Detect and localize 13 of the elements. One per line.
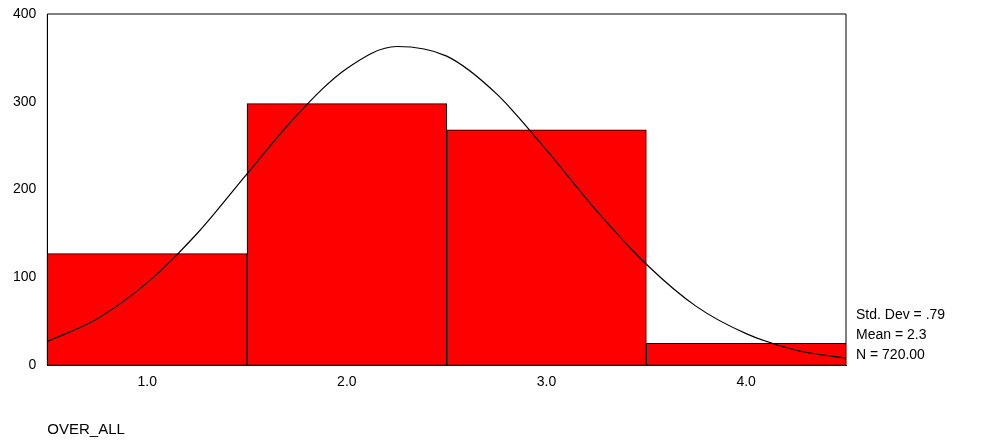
y-tick-label: 300: [13, 92, 37, 109]
text: Mean = 2.3: [856, 326, 927, 343]
x-tick-label: 3.0: [536, 373, 557, 390]
x-tick-label: 4.0: [736, 373, 757, 390]
y-tick-label: 0: [28, 356, 37, 373]
text: N = 720.00: [856, 346, 926, 363]
text: Std. Dev = .79: [856, 306, 946, 323]
y-tick-label: 400: [13, 4, 37, 21]
y-tick-label: 200: [13, 180, 37, 197]
x-tick-label: 2.0: [337, 373, 357, 390]
x-tick-label: 1.0: [137, 373, 158, 390]
x-axis-title: OVER_ALL: [47, 420, 125, 437]
y-tick-label: 100: [13, 268, 37, 285]
